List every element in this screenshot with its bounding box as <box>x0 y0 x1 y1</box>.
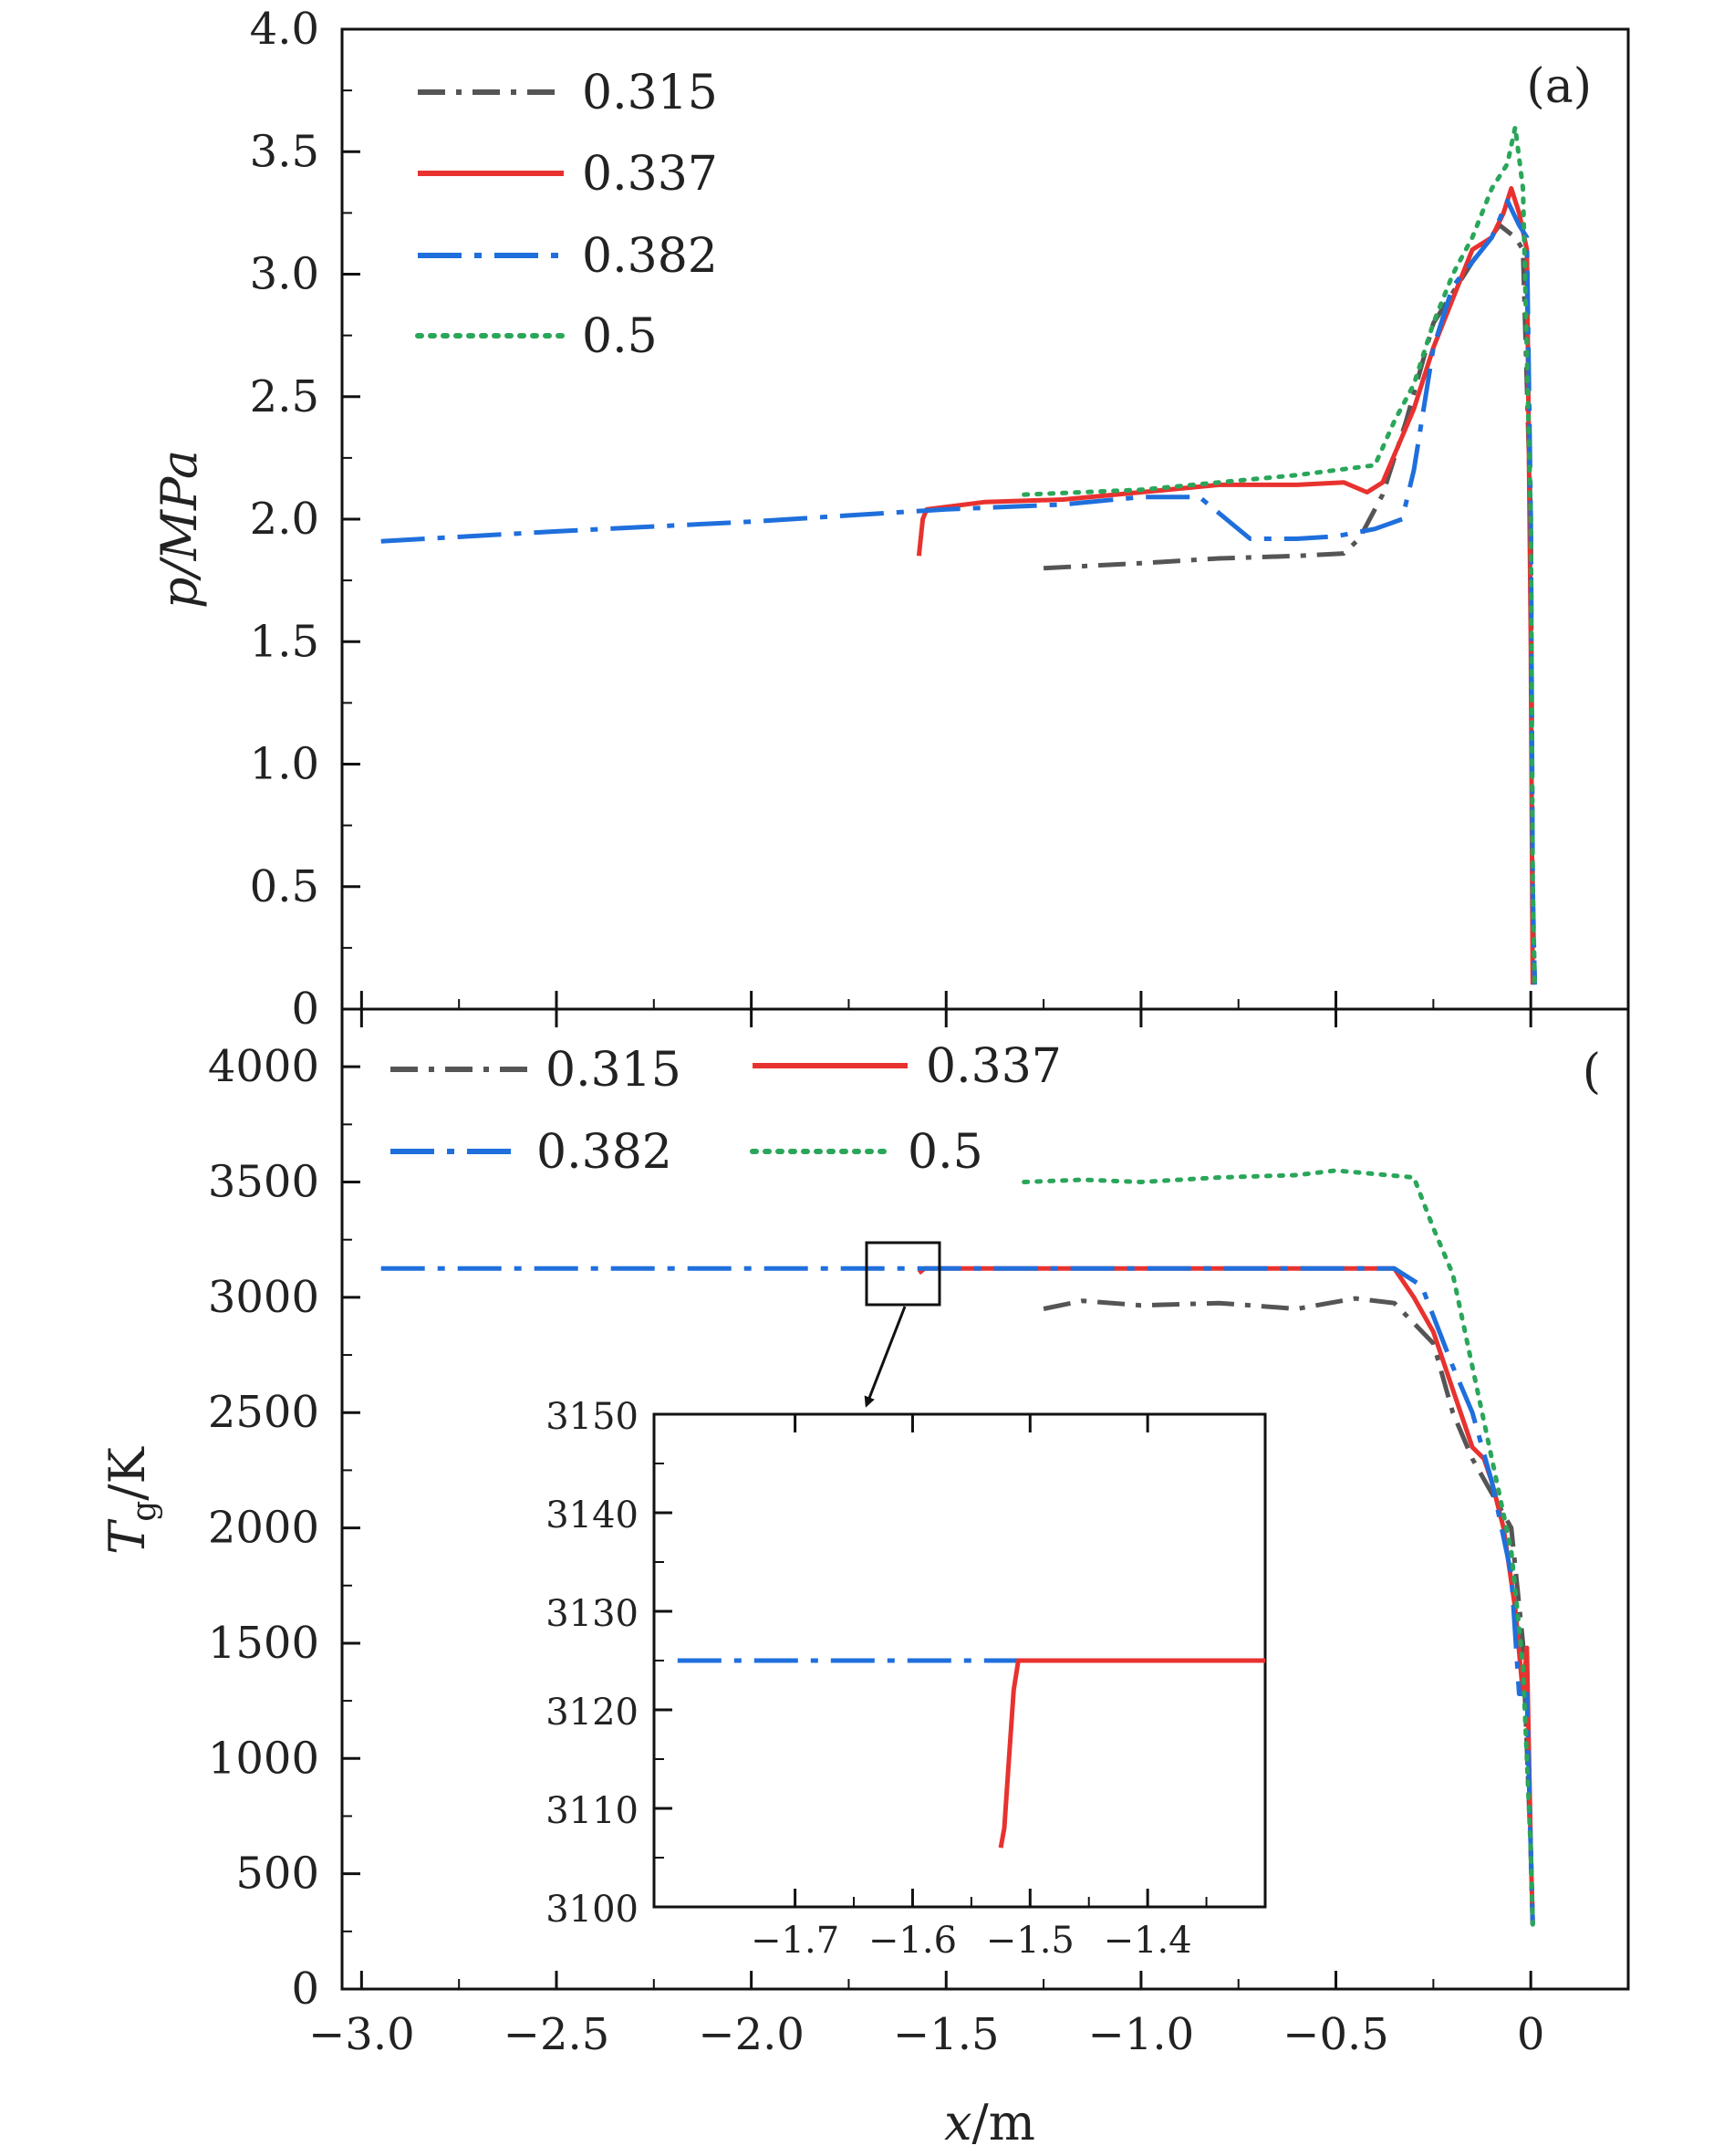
panel-b-frame <box>340 1007 1630 1991</box>
legend-label-0-5: 0.5 <box>582 309 658 364</box>
panel-b-legend: 0.315 0.337 0.382 0.5 <box>390 1039 1062 1180</box>
legend-label-0-382: 0.382 <box>582 229 718 284</box>
panel-a-y-axis-title: p/MPa <box>151 450 208 609</box>
series-line-0-337 <box>916 186 1535 985</box>
panel-b-series <box>380 1168 1535 1927</box>
x-tick-label: −1.5 <box>893 2009 1000 2060</box>
panel-a-label: (a) <box>1526 59 1592 114</box>
series-line-0-337 <box>998 1658 1265 1849</box>
x-tick-label: −2.5 <box>504 2009 610 2060</box>
panel-b-temperature: 0 500 1000 1500 2000 2500 3000 3500 4000 −3.0 −2.… <box>99 1007 1630 2060</box>
y-tick-label: 1.0 <box>250 739 319 790</box>
y-tick-label: 1500 <box>208 1618 319 1669</box>
y-tick-label: 3.0 <box>250 249 319 300</box>
x-axis-title: x/m <box>944 2094 1035 2151</box>
y-tick-label: 3500 <box>208 1157 319 1208</box>
y-tick-label: 3100 <box>545 1889 639 1931</box>
panel-a-pressure: 0 0.5 1.0 1.5 2.0 2.5 3.0 3.5 4.0 (a) p/MPa 0.31… <box>151 4 1630 1035</box>
x-tick-label: −0.5 <box>1283 2009 1389 2060</box>
y-tick-label: 2000 <box>208 1503 319 1554</box>
series-line-0-382 <box>380 198 1537 985</box>
y-tick-label: 4.0 <box>250 4 319 55</box>
x-tick-label: −3.0 <box>308 2009 415 2060</box>
series-line-0-315 <box>1043 223 1537 980</box>
y-tick-label: 0 <box>291 984 319 1035</box>
y-tick-label: 3150 <box>545 1396 639 1438</box>
series-line-0-315 <box>1043 1296 1535 1925</box>
legend-label-0-315: 0.315 <box>582 66 718 120</box>
x-tick-label: −1.5 <box>986 1920 1075 1962</box>
y-tick-label: 2.5 <box>250 371 319 422</box>
y-tick-label: 3.5 <box>250 126 319 177</box>
legend-label-0-337: 0.337 <box>582 147 718 202</box>
zoom-arrow <box>864 1306 907 1408</box>
series-line-0-5 <box>1022 1168 1535 1927</box>
x-tick-label: −1.4 <box>1104 1920 1192 1962</box>
inset-axes: 3100 3110 3120 3130 3140 3150 −1.7 −1.6 −1.5 −1.4 <box>545 1396 1208 1962</box>
legend-label-0-5: 0.5 <box>908 1125 983 1180</box>
panel-a-y-axis: 0 0.5 1.0 1.5 2.0 2.5 3.0 3.5 4.0 <box>250 4 360 1035</box>
panel-b-y-axis-title: Tg/K <box>99 1446 163 1555</box>
panel-b-y-axis: 0 500 1000 1500 2000 2500 3000 3500 4000 <box>208 1041 360 2015</box>
legend-label-0-337: 0.337 <box>926 1039 1062 1094</box>
y-tick-label: 3110 <box>545 1790 639 1832</box>
legend-label-0-315: 0.315 <box>545 1043 681 1098</box>
y-tick-label: 1.5 <box>250 616 319 667</box>
panel-a-frame <box>340 27 1630 1011</box>
zoom-region-box <box>865 1241 941 1307</box>
x-tick-label: −1.7 <box>751 1920 839 1962</box>
inset-plot: 3100 3110 3120 3130 3140 3150 −1.7 −1.6 −1.5 −1.4 <box>545 1396 1267 1962</box>
y-tick-label: 3140 <box>545 1495 639 1536</box>
panel-a-x-axis-ticks <box>359 991 1532 1009</box>
x-tick-label: −2.0 <box>698 2009 805 2060</box>
series-line-0-5 <box>1022 124 1537 987</box>
x-tick-label: −1.6 <box>868 1920 957 1962</box>
y-tick-label: 2.0 <box>250 494 319 545</box>
series-line-0-382 <box>380 1265 1535 1925</box>
y-tick-label: 1000 <box>208 1733 319 1784</box>
y-tick-label: 0.5 <box>250 861 319 912</box>
y-tick-label: 3120 <box>545 1692 639 1734</box>
panel-b-x-axis: −3.0 −2.5 −2.0 −1.5 −1.0 −0.5 0 <box>308 1009 1544 2060</box>
panel-a-series <box>380 124 1537 987</box>
inset-series <box>677 1658 1265 1849</box>
y-tick-label: 500 <box>235 1849 319 1900</box>
x-tick-label: −1.0 <box>1088 2009 1195 2060</box>
y-tick-label: 2500 <box>208 1387 319 1438</box>
panel-a-legend: 0.315 0.337 0.382 0.5 <box>415 66 718 364</box>
legend-label-0-382: 0.382 <box>536 1125 672 1180</box>
x-tick-label: 0 <box>1517 2009 1545 2060</box>
y-tick-label: 3000 <box>208 1272 319 1323</box>
y-tick-label: 0 <box>291 1963 319 2015</box>
y-tick-label: 4000 <box>208 1041 319 1092</box>
panel-b-label: ( <box>1583 1045 1601 1099</box>
y-tick-label: 3130 <box>545 1593 639 1635</box>
